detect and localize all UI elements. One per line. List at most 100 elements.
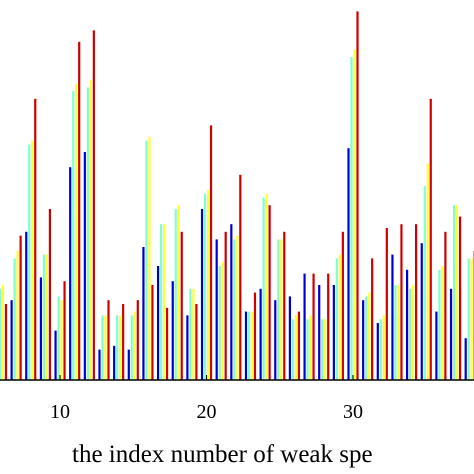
bar — [335, 258, 338, 380]
x-axis-label: the index number of weak spe — [72, 441, 373, 468]
bar — [247, 311, 251, 380]
bar — [13, 258, 16, 380]
bar — [136, 300, 139, 380]
bar — [274, 300, 277, 380]
bar — [19, 235, 22, 380]
bar — [206, 190, 210, 380]
bar — [224, 231, 227, 380]
bar — [259, 288, 262, 380]
bar — [233, 239, 236, 380]
bar — [192, 288, 195, 380]
bar — [412, 285, 415, 380]
bar — [189, 288, 192, 380]
bar — [327, 273, 330, 380]
bar — [253, 292, 257, 380]
bar — [0, 288, 2, 380]
bar — [444, 231, 447, 380]
bar — [409, 288, 412, 380]
bar — [116, 315, 119, 380]
bar — [312, 273, 315, 380]
bar — [39, 277, 43, 380]
bar — [107, 300, 110, 380]
bar — [318, 285, 321, 380]
bar — [142, 247, 145, 380]
bar — [165, 307, 169, 380]
bar — [171, 281, 174, 380]
bar — [309, 315, 312, 380]
bar — [151, 285, 154, 380]
bar — [455, 205, 459, 380]
bar — [435, 311, 438, 380]
bar — [297, 311, 301, 380]
bar — [83, 152, 86, 380]
bar — [371, 258, 374, 380]
bar — [145, 140, 148, 380]
bar — [385, 228, 388, 380]
bar — [195, 304, 198, 380]
bar — [283, 231, 286, 380]
bar — [332, 285, 335, 380]
bar — [426, 163, 429, 380]
bar — [177, 205, 180, 380]
bar — [400, 224, 403, 380]
bar — [368, 292, 371, 380]
bar — [288, 296, 292, 380]
bar — [236, 235, 239, 380]
bar — [25, 231, 28, 380]
bar — [423, 186, 426, 380]
bar — [75, 83, 78, 380]
bar — [265, 193, 268, 380]
bar — [365, 296, 368, 380]
bar — [174, 209, 177, 380]
bar — [16, 250, 19, 380]
bar — [350, 57, 353, 380]
bar — [28, 144, 31, 380]
bar — [347, 148, 350, 380]
bar — [57, 296, 60, 380]
bar — [54, 330, 57, 380]
bar — [244, 311, 248, 380]
x-tick-label: 20 — [197, 401, 217, 423]
bar — [221, 262, 224, 380]
bar — [321, 319, 324, 380]
bar — [48, 209, 52, 380]
bar — [104, 315, 107, 380]
bar — [306, 319, 309, 380]
bar — [467, 258, 470, 380]
bar — [42, 254, 46, 380]
bar — [420, 243, 423, 380]
bar — [341, 231, 344, 380]
bar — [277, 239, 280, 380]
bar — [72, 91, 75, 380]
bar — [452, 205, 456, 380]
bar — [89, 79, 92, 381]
bar — [86, 87, 89, 381]
bar — [415, 224, 418, 380]
bar — [159, 224, 163, 380]
bar — [127, 349, 130, 380]
x-tick-label: 10 — [50, 401, 70, 423]
bar — [429, 98, 432, 381]
bar — [441, 266, 444, 380]
bar — [200, 209, 204, 380]
bar — [148, 136, 151, 380]
bar — [397, 285, 400, 380]
bar — [382, 315, 385, 380]
bar — [280, 239, 283, 380]
bar — [156, 266, 160, 380]
bar — [294, 315, 298, 380]
bar — [406, 269, 409, 380]
bar — [78, 41, 81, 381]
bar — [98, 349, 101, 380]
bar — [303, 273, 306, 380]
bar — [180, 231, 183, 380]
bar — [218, 266, 221, 380]
bar — [458, 216, 462, 380]
bar — [92, 30, 95, 381]
bar — [250, 311, 254, 380]
bar — [130, 315, 133, 380]
bar — [69, 167, 72, 380]
bar — [376, 323, 379, 380]
bar — [449, 288, 453, 380]
bar — [324, 319, 327, 380]
